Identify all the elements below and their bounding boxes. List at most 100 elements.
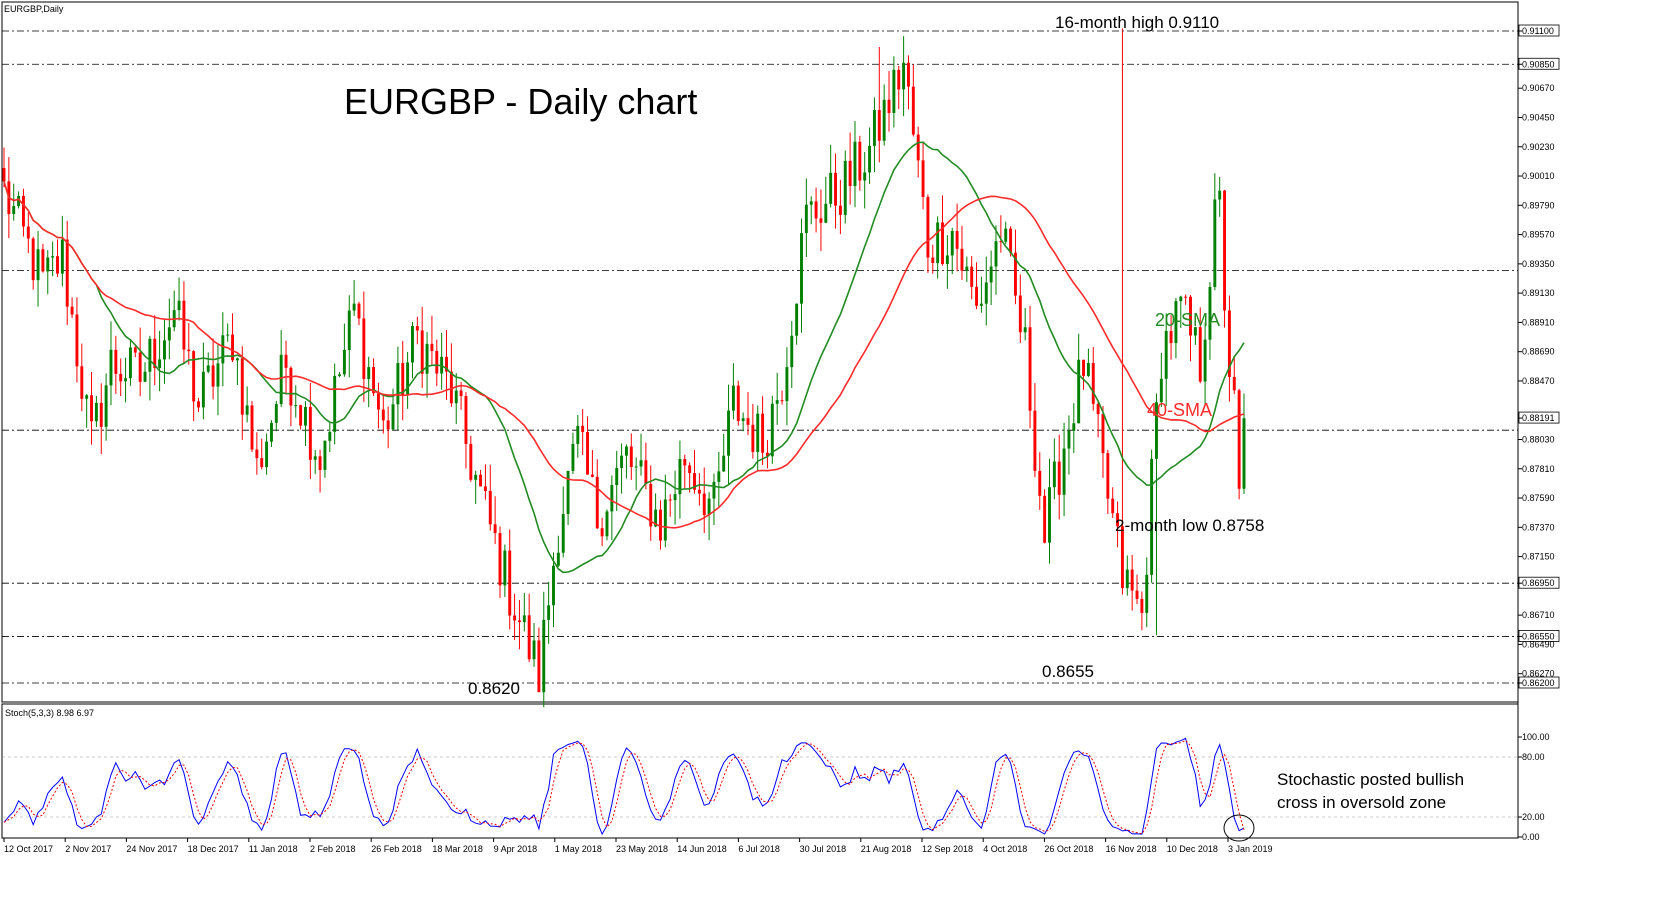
candle-body [532, 640, 536, 660]
price-tick-label: 0.86270 [1522, 669, 1555, 679]
candle-body [415, 326, 419, 331]
candle-body [274, 404, 278, 423]
candle-body [1048, 487, 1051, 543]
candle-body [435, 350, 439, 374]
candle-body [556, 552, 560, 566]
candle-body [1125, 569, 1129, 589]
candle-body [163, 340, 166, 360]
candle-body [907, 62, 910, 87]
candle-body [1023, 327, 1027, 333]
candle-body [834, 172, 837, 206]
candle-body [1150, 458, 1154, 575]
candles[interactable] [2, 28, 1246, 708]
price-tick-label: 0.88191 [1522, 413, 1555, 423]
candle-body [294, 405, 298, 407]
candle-body [12, 206, 16, 215]
candle-body [624, 446, 628, 456]
candle-body [858, 141, 862, 181]
candle-body [46, 257, 50, 272]
candle-body [605, 511, 609, 537]
candle-body [469, 443, 473, 480]
candle-body [133, 347, 137, 353]
candle-body [1130, 569, 1134, 591]
candle-body [1077, 359, 1081, 424]
date-label: 18 Dec 2017 [188, 844, 239, 854]
oscillator-title: Stoch(5,3,3) 8.98 6.97 [5, 708, 94, 718]
price-tick-label: 0.90670 [1522, 83, 1555, 93]
candle-body [425, 343, 429, 374]
candle-body [474, 474, 478, 480]
candle-body [1120, 526, 1124, 589]
candle-body [984, 282, 988, 304]
candle-body [1223, 190, 1227, 311]
candle-body [882, 99, 886, 141]
candle-body [863, 172, 867, 181]
candle-body [231, 334, 235, 361]
candle-body [153, 338, 157, 369]
label-20-sma: 20-SMA [1155, 310, 1220, 330]
candle-body [1111, 498, 1115, 514]
candle-body [1043, 495, 1047, 543]
date-label: 4 Oct 2018 [983, 844, 1027, 854]
candle-body [911, 86, 915, 135]
annotation-low-8620: 0.8620 [468, 679, 520, 698]
candle-body [561, 513, 565, 553]
candle-body [629, 446, 633, 468]
date-label: 6 Jul 2018 [738, 844, 780, 854]
candle-body [1028, 327, 1032, 411]
candle-body [780, 400, 784, 402]
date-label: 1 May 2018 [555, 844, 602, 854]
candle-body [347, 310, 351, 350]
candle-body [201, 371, 205, 408]
candle-body [138, 352, 142, 382]
candle-body [90, 395, 93, 422]
candle-body [1184, 296, 1188, 298]
candle-body [240, 358, 244, 415]
candle-body [620, 455, 624, 468]
price-tick-label: 0.88470 [1522, 376, 1555, 386]
candle-body [1013, 252, 1017, 296]
candle-body [1091, 363, 1095, 404]
candle-body [352, 303, 356, 311]
candle-body [751, 424, 755, 452]
candle-body [814, 201, 818, 219]
date-label: 18 Mar 2018 [432, 844, 483, 854]
candle-body [21, 195, 25, 227]
candle-body [663, 499, 667, 541]
candle-body [659, 509, 662, 541]
date-label: 2 Feb 2018 [310, 844, 356, 854]
candle-body [741, 418, 745, 422]
candle-body [688, 465, 692, 474]
candle-body [731, 385, 735, 411]
candle-body [581, 425, 585, 433]
candle-body [600, 528, 604, 537]
stoch-signal-line [3, 739, 1245, 835]
candle-body [892, 69, 896, 114]
annotation-stochastic-line1: Stochastic posted bullish [1277, 770, 1464, 789]
candle-body [941, 222, 944, 265]
candle-body [1116, 513, 1120, 527]
candle-body [235, 358, 239, 361]
date-label: 12 Oct 2017 [4, 844, 53, 854]
candle-body [104, 385, 108, 427]
candle-body [245, 405, 249, 415]
candle-body [931, 257, 935, 264]
date-axis: 12 Oct 2017 2 Nov 2017 24 Nov 2017 18 Dec 2… [3, 838, 1273, 854]
candle-body [308, 406, 312, 460]
osc-tick-label: 100.00 [1522, 732, 1550, 742]
annotation-2-month-low: 2-month low 0.8758 [1115, 516, 1264, 535]
stochastic-oscillator: 100.00 80.00 20.00 0.00 [2, 732, 1550, 842]
candle-body [206, 365, 210, 372]
candle-body [702, 493, 706, 516]
label-40-sma: 40-SMA [1147, 400, 1212, 420]
candle-body [1174, 301, 1178, 344]
candle-body [1135, 590, 1139, 599]
candle-body [683, 459, 687, 466]
candle-body [595, 476, 599, 529]
window-title: EURGBP,Daily [4, 4, 64, 14]
candle-body [819, 218, 823, 223]
candle-body [1227, 310, 1231, 377]
candle-body [498, 533, 502, 586]
candle-body [250, 405, 254, 450]
